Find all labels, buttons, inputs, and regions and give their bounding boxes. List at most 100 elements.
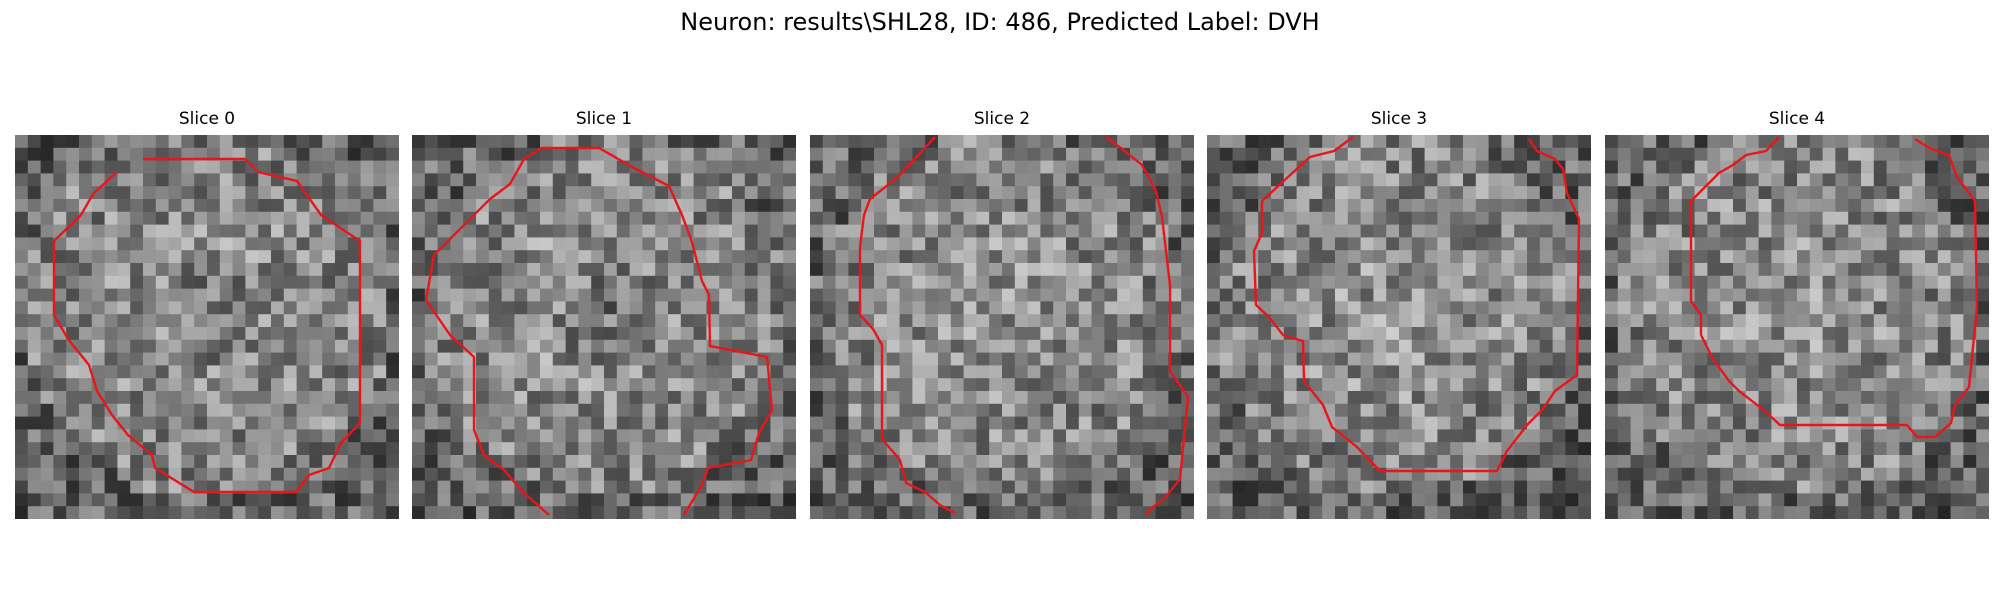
image-pixel — [810, 173, 824, 187]
image-pixel — [1296, 147, 1310, 161]
image-pixel — [1656, 147, 1670, 161]
image-pixel — [155, 224, 169, 238]
image-pixel — [501, 442, 515, 456]
image-pixel — [412, 263, 426, 277]
image-pixel — [1565, 403, 1579, 417]
image-pixel — [770, 199, 784, 213]
image-pixel — [232, 493, 246, 507]
image-pixel — [1745, 403, 1759, 417]
image-pixel — [104, 339, 118, 353]
image-pixel — [1694, 506, 1708, 519]
image-pixel — [1168, 391, 1182, 405]
image-pixel — [143, 403, 157, 417]
image-pixel — [989, 416, 1003, 430]
image-pixel — [1681, 135, 1695, 149]
image-pixel — [527, 160, 541, 174]
image-pixel — [874, 391, 888, 405]
image-pixel — [1335, 237, 1349, 251]
image-pixel — [1758, 263, 1772, 277]
image-pixel — [1925, 199, 1939, 213]
image-pixel — [1475, 147, 1489, 161]
image-pixel — [1848, 378, 1862, 392]
image-pixel — [1168, 186, 1182, 200]
image-pixel — [1437, 416, 1451, 430]
image-pixel — [1539, 275, 1553, 289]
image-pixel — [616, 327, 630, 341]
image-pixel — [245, 352, 259, 366]
image-pixel — [1142, 237, 1156, 251]
slice-title: Slice 4 — [1768, 109, 1826, 129]
image-pixel — [680, 403, 694, 417]
image-pixel — [565, 416, 579, 430]
image-pixel — [642, 135, 656, 149]
image-pixel — [1053, 314, 1067, 328]
image-pixel — [335, 211, 349, 225]
image-pixel — [104, 224, 118, 238]
image-pixel — [1669, 365, 1683, 379]
image-pixel — [976, 493, 990, 507]
image-pixel — [1437, 493, 1451, 507]
image-pixel — [1335, 365, 1349, 379]
image-pixel — [1552, 186, 1566, 200]
image-pixel — [1168, 467, 1182, 481]
image-pixel — [1605, 301, 1619, 315]
image-pixel — [1809, 339, 1823, 353]
image-pixel — [835, 429, 849, 443]
image-pixel — [322, 199, 336, 213]
image-pixel — [476, 480, 490, 494]
image-pixel — [680, 250, 694, 264]
image-pixel — [27, 135, 41, 149]
image-pixel — [1681, 352, 1695, 366]
image-pixel — [810, 314, 824, 328]
image-pixel — [1347, 224, 1361, 238]
image-pixel — [578, 301, 592, 315]
image-pixel — [66, 160, 80, 174]
image-pixel — [552, 173, 566, 187]
image-pixel — [1155, 365, 1169, 379]
image-pixel — [1643, 493, 1657, 507]
image-pixel — [925, 173, 939, 187]
image-pixel — [1207, 506, 1221, 519]
image-pixel — [783, 224, 796, 238]
image-pixel — [283, 301, 297, 315]
image-pixel — [373, 506, 387, 519]
image-pixel — [1296, 224, 1310, 238]
image-pixel — [143, 327, 157, 341]
image-pixel — [143, 365, 157, 379]
image-pixel — [1002, 173, 1016, 187]
image-pixel — [1386, 429, 1400, 443]
image-pixel — [1565, 442, 1579, 456]
image-pixel — [412, 429, 426, 443]
image-pixel — [283, 339, 297, 353]
image-pixel — [258, 339, 272, 353]
image-pixel — [79, 135, 93, 149]
image-pixel — [79, 403, 93, 417]
image-pixel — [874, 467, 888, 481]
image-pixel — [476, 224, 490, 238]
image-pixel — [1475, 301, 1489, 315]
image-pixel — [1053, 199, 1067, 213]
image-pixel — [1322, 442, 1336, 456]
image-pixel — [1848, 147, 1862, 161]
image-pixel — [1720, 455, 1734, 469]
image-pixel — [1309, 339, 1323, 353]
image-pixel — [1976, 327, 1989, 341]
image-pixel — [719, 160, 733, 174]
image-pixel — [1501, 147, 1515, 161]
image-pixel — [271, 352, 285, 366]
image-pixel — [117, 442, 131, 456]
image-pixel — [835, 327, 849, 341]
image-pixel — [1386, 275, 1400, 289]
image-pixel — [1527, 314, 1541, 328]
image-pixel — [1066, 339, 1080, 353]
image-pixel — [1514, 211, 1528, 225]
image-pixel — [40, 493, 54, 507]
image-pixel — [360, 506, 374, 519]
image-pixel — [386, 455, 399, 469]
image-pixel — [386, 160, 399, 174]
image-pixel — [117, 506, 131, 519]
image-pixel — [1539, 263, 1553, 277]
image-pixel — [963, 429, 977, 443]
image-pixel — [53, 365, 67, 379]
image-pixel — [963, 288, 977, 302]
